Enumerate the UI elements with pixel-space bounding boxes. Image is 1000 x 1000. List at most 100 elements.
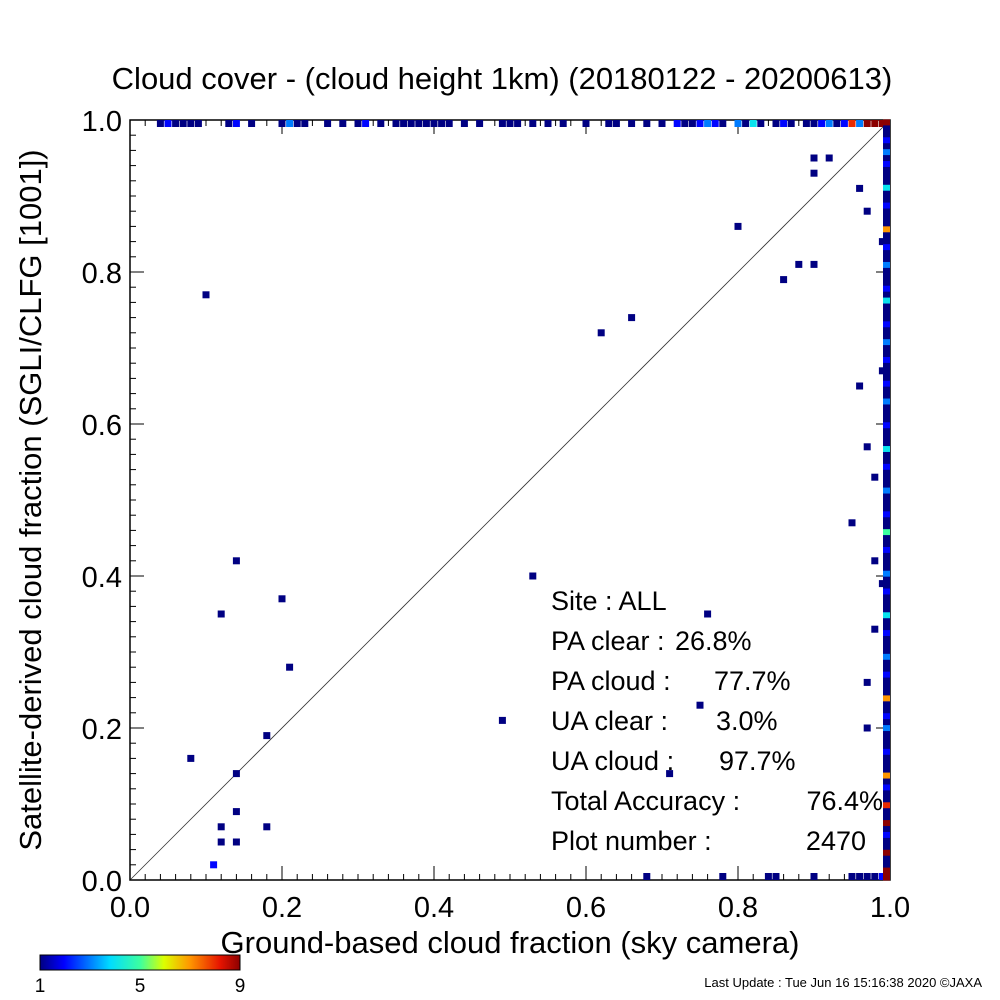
data-point-right-column — [883, 683, 890, 691]
data-point-right-column — [883, 463, 890, 471]
x-tick-label: 0.0 — [110, 892, 150, 924]
data-point — [202, 291, 210, 299]
data-point-right-column — [883, 588, 890, 596]
data-point — [194, 120, 202, 127]
data-point — [217, 838, 225, 846]
data-point — [810, 120, 818, 127]
data-point-right-column — [883, 469, 890, 477]
data-point — [400, 120, 408, 127]
chart-title: Cloud cover - (cloud height 1km) (201801… — [112, 61, 893, 96]
data-point — [681, 120, 689, 127]
x-tick-label: 0.6 — [566, 892, 606, 924]
data-point-right-column — [883, 125, 890, 133]
data-point-right-column — [883, 636, 890, 644]
data-point-right-column — [883, 541, 890, 549]
colorbar: 1 5 9 — [35, 954, 245, 997]
data-point-right-column — [883, 582, 890, 590]
data-point — [764, 873, 772, 880]
data-point — [438, 120, 446, 127]
data-point-right-column — [883, 279, 890, 287]
data-point-right-column — [883, 725, 890, 733]
data-point — [863, 873, 871, 880]
data-point — [719, 120, 727, 127]
data-point — [658, 120, 666, 127]
data-point-right-column — [883, 677, 890, 685]
data-point-right-column — [883, 671, 890, 679]
data-point — [422, 120, 430, 127]
data-point — [544, 120, 552, 127]
data-point — [643, 120, 651, 127]
data-point-right-column — [883, 624, 890, 632]
data-point-right-column — [883, 517, 890, 525]
data-point — [878, 238, 886, 246]
data-point-right-column — [883, 618, 890, 626]
data-point-right-column — [883, 161, 890, 169]
data-point-right-column — [883, 303, 890, 311]
data-point — [278, 595, 286, 603]
data-point-right-column — [883, 446, 890, 454]
data-point-right-column — [883, 826, 890, 834]
data-point-right-column — [883, 208, 890, 216]
data-point — [263, 823, 271, 831]
data-point-right-column — [883, 291, 890, 299]
data-point — [848, 120, 856, 127]
data-point — [612, 120, 620, 127]
data-point — [225, 120, 233, 127]
y-tick-label: 0.4 — [82, 562, 122, 594]
data-point — [582, 120, 590, 127]
data-point-right-column — [883, 475, 890, 483]
data-point-right-column — [883, 434, 890, 442]
data-point-right-column — [883, 849, 890, 857]
data-point — [711, 120, 719, 127]
data-point — [628, 314, 636, 322]
data-point — [324, 120, 332, 127]
x-tick-label: 1.0 — [870, 892, 910, 924]
data-point-right-column — [883, 861, 890, 869]
data-point — [217, 823, 225, 831]
data-point-right-column — [883, 351, 890, 359]
data-point-right-column — [883, 327, 890, 335]
data-point-right-column — [883, 831, 890, 839]
data-point-right-column — [883, 754, 890, 762]
data-point-right-column — [883, 505, 890, 513]
data-point — [187, 754, 195, 762]
data-point-right-column — [883, 356, 890, 364]
data-point-right-column — [883, 410, 890, 418]
data-point-right-column — [883, 695, 890, 703]
data-point-right-column — [883, 796, 890, 804]
data-point — [810, 154, 818, 162]
data-point — [232, 120, 240, 127]
data-point-right-column — [883, 820, 890, 828]
data-point-right-column — [883, 499, 890, 507]
data-point-right-column — [883, 250, 890, 258]
data-point-right-column — [883, 487, 890, 495]
y-tick-label: 0.2 — [82, 714, 122, 746]
data-point — [232, 808, 240, 816]
data-point — [878, 367, 886, 375]
data-point — [810, 260, 818, 268]
data-point-right-column — [883, 778, 890, 786]
data-point — [415, 120, 423, 127]
stats-label: Total Accuracy : — [551, 786, 740, 816]
y-tick-label: 0.0 — [82, 866, 122, 898]
data-point — [498, 716, 506, 724]
data-point — [529, 120, 537, 127]
data-point — [696, 701, 704, 709]
data-point-right-column — [883, 244, 890, 252]
data-point-right-column — [883, 564, 890, 572]
data-point — [187, 120, 195, 127]
data-point — [430, 120, 438, 127]
data-point — [172, 120, 180, 127]
data-point — [559, 120, 567, 127]
data-point — [863, 207, 871, 215]
stats-label: Plot number : — [551, 826, 712, 856]
data-point-right-column — [883, 172, 890, 180]
stats-value: 97.7% — [719, 746, 796, 776]
data-point — [878, 120, 886, 127]
data-point — [156, 120, 164, 127]
data-point — [407, 120, 415, 127]
data-point — [749, 120, 757, 127]
y-tick-label: 1.0 — [82, 106, 122, 138]
data-point-right-column — [883, 267, 890, 275]
data-point — [460, 120, 468, 127]
